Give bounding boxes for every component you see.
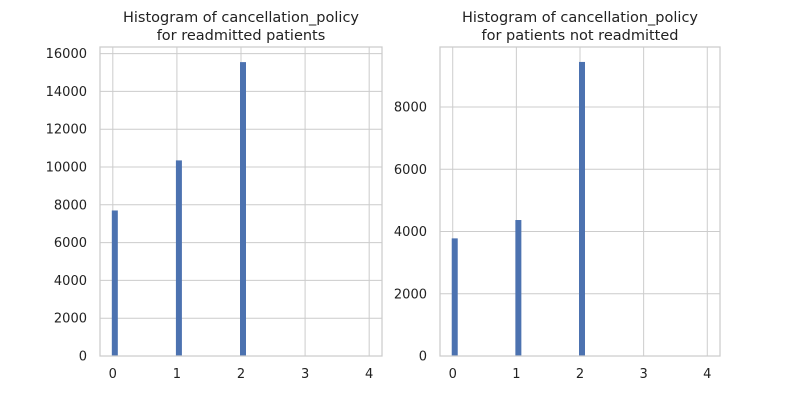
histogram-bar-1 [175, 160, 182, 356]
x-tick-label: 1 [512, 367, 520, 382]
y-tick-label: 10000 [46, 161, 87, 176]
histogram-bar-2 [579, 61, 585, 356]
y-tick-label: 8000 [394, 101, 427, 116]
y-tick-label: 12000 [46, 123, 87, 138]
x-tick-label: 4 [703, 367, 711, 382]
x-tick-label: 3 [639, 367, 647, 382]
x-tick-label: 1 [173, 367, 181, 382]
histogram-bar-1 [515, 220, 522, 356]
y-tick-label: 0 [79, 350, 87, 365]
x-tick-label: 4 [365, 367, 373, 382]
y-tick-label: 2000 [54, 312, 87, 327]
y-tick-label: 6000 [394, 163, 427, 178]
plot-frame [99, 46, 383, 357]
y-tick-label: 4000 [394, 225, 427, 240]
chart-title-line-1: Histogram of cancellation_policy [123, 10, 359, 26]
chart-title-line-2: for patients not readmitted [482, 28, 679, 44]
y-tick-label: 8000 [54, 198, 87, 213]
x-tick-label: 0 [449, 367, 457, 382]
x-tick-label: 0 [109, 367, 117, 382]
y-tick-label: 0 [419, 350, 427, 365]
y-tick-label: 14000 [46, 85, 87, 100]
y-tick-label: 4000 [54, 274, 87, 289]
chart-title-line-2: for readmitted patients [157, 28, 326, 44]
x-tick-label: 3 [301, 367, 309, 382]
histogram-bar-0 [451, 238, 458, 356]
histogram-bar-0 [111, 210, 118, 356]
x-tick-label: 2 [237, 367, 245, 382]
chart-title-line-1: Histogram of cancellation_policy [462, 10, 698, 26]
x-tick-label: 2 [576, 367, 584, 382]
plot-frame [439, 46, 721, 357]
y-tick-label: 16000 [46, 47, 87, 62]
histogram-bar-2 [240, 62, 246, 357]
y-tick-label: 2000 [394, 287, 427, 302]
y-tick-label: 6000 [54, 236, 87, 251]
